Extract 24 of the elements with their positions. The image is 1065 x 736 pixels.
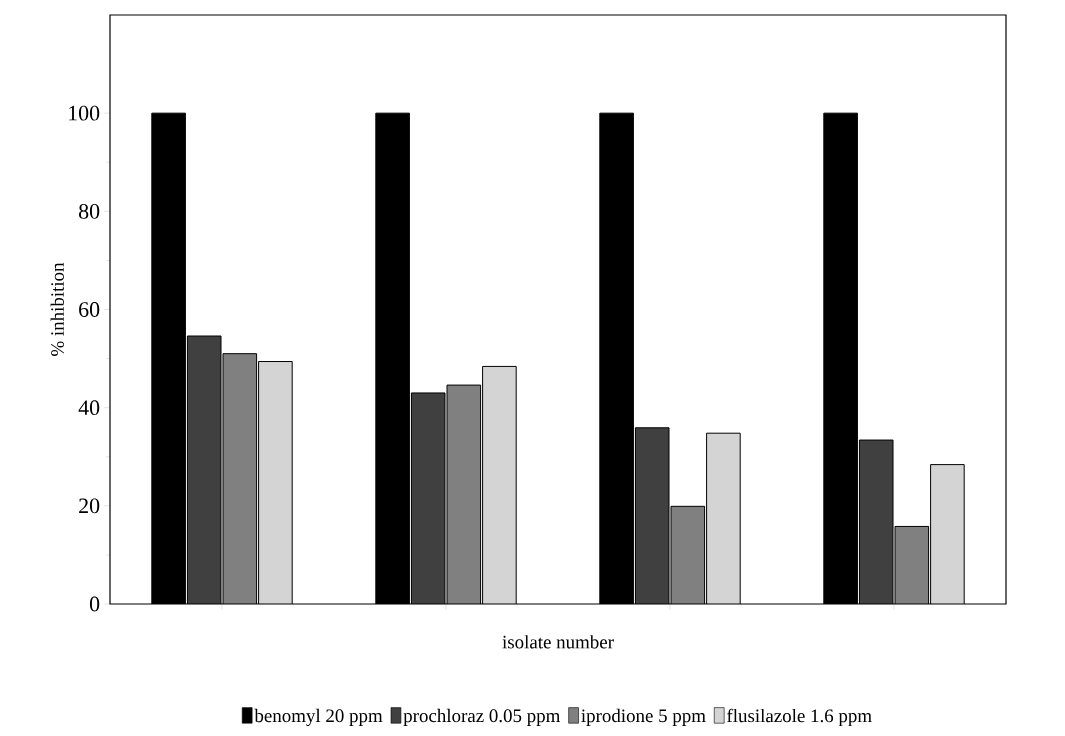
bar: [858, 439, 894, 604]
bar: [258, 361, 293, 604]
bar: [222, 353, 258, 604]
bar: [186, 335, 222, 604]
bar: [706, 432, 741, 604]
legend-label: benomyl 20 ppm: [254, 708, 383, 727]
bar: [930, 464, 965, 604]
bar: [446, 384, 482, 604]
y-tick-label: 0: [89, 596, 100, 612]
legend-label: iprodione 5 ppm: [581, 708, 706, 726]
y-tick-label: 40: [78, 400, 100, 416]
y-tick-label: 100: [69, 105, 100, 121]
legend-label: prochloraz 0.05 ppm: [403, 708, 561, 726]
y-tick-label: 60: [79, 302, 100, 317]
x-axis-title: isolate number: [502, 635, 614, 649]
bar: [482, 365, 517, 604]
y-tick-label: 80: [78, 203, 100, 219]
bar: [894, 525, 930, 604]
y-tick-label: 20: [79, 498, 100, 514]
bar: [634, 427, 670, 604]
y-axis-title: % inhibition: [50, 262, 64, 356]
bar: [410, 392, 446, 604]
bar: [670, 505, 706, 604]
legend-label: flusilazole 1.6 ppm: [727, 708, 872, 727]
